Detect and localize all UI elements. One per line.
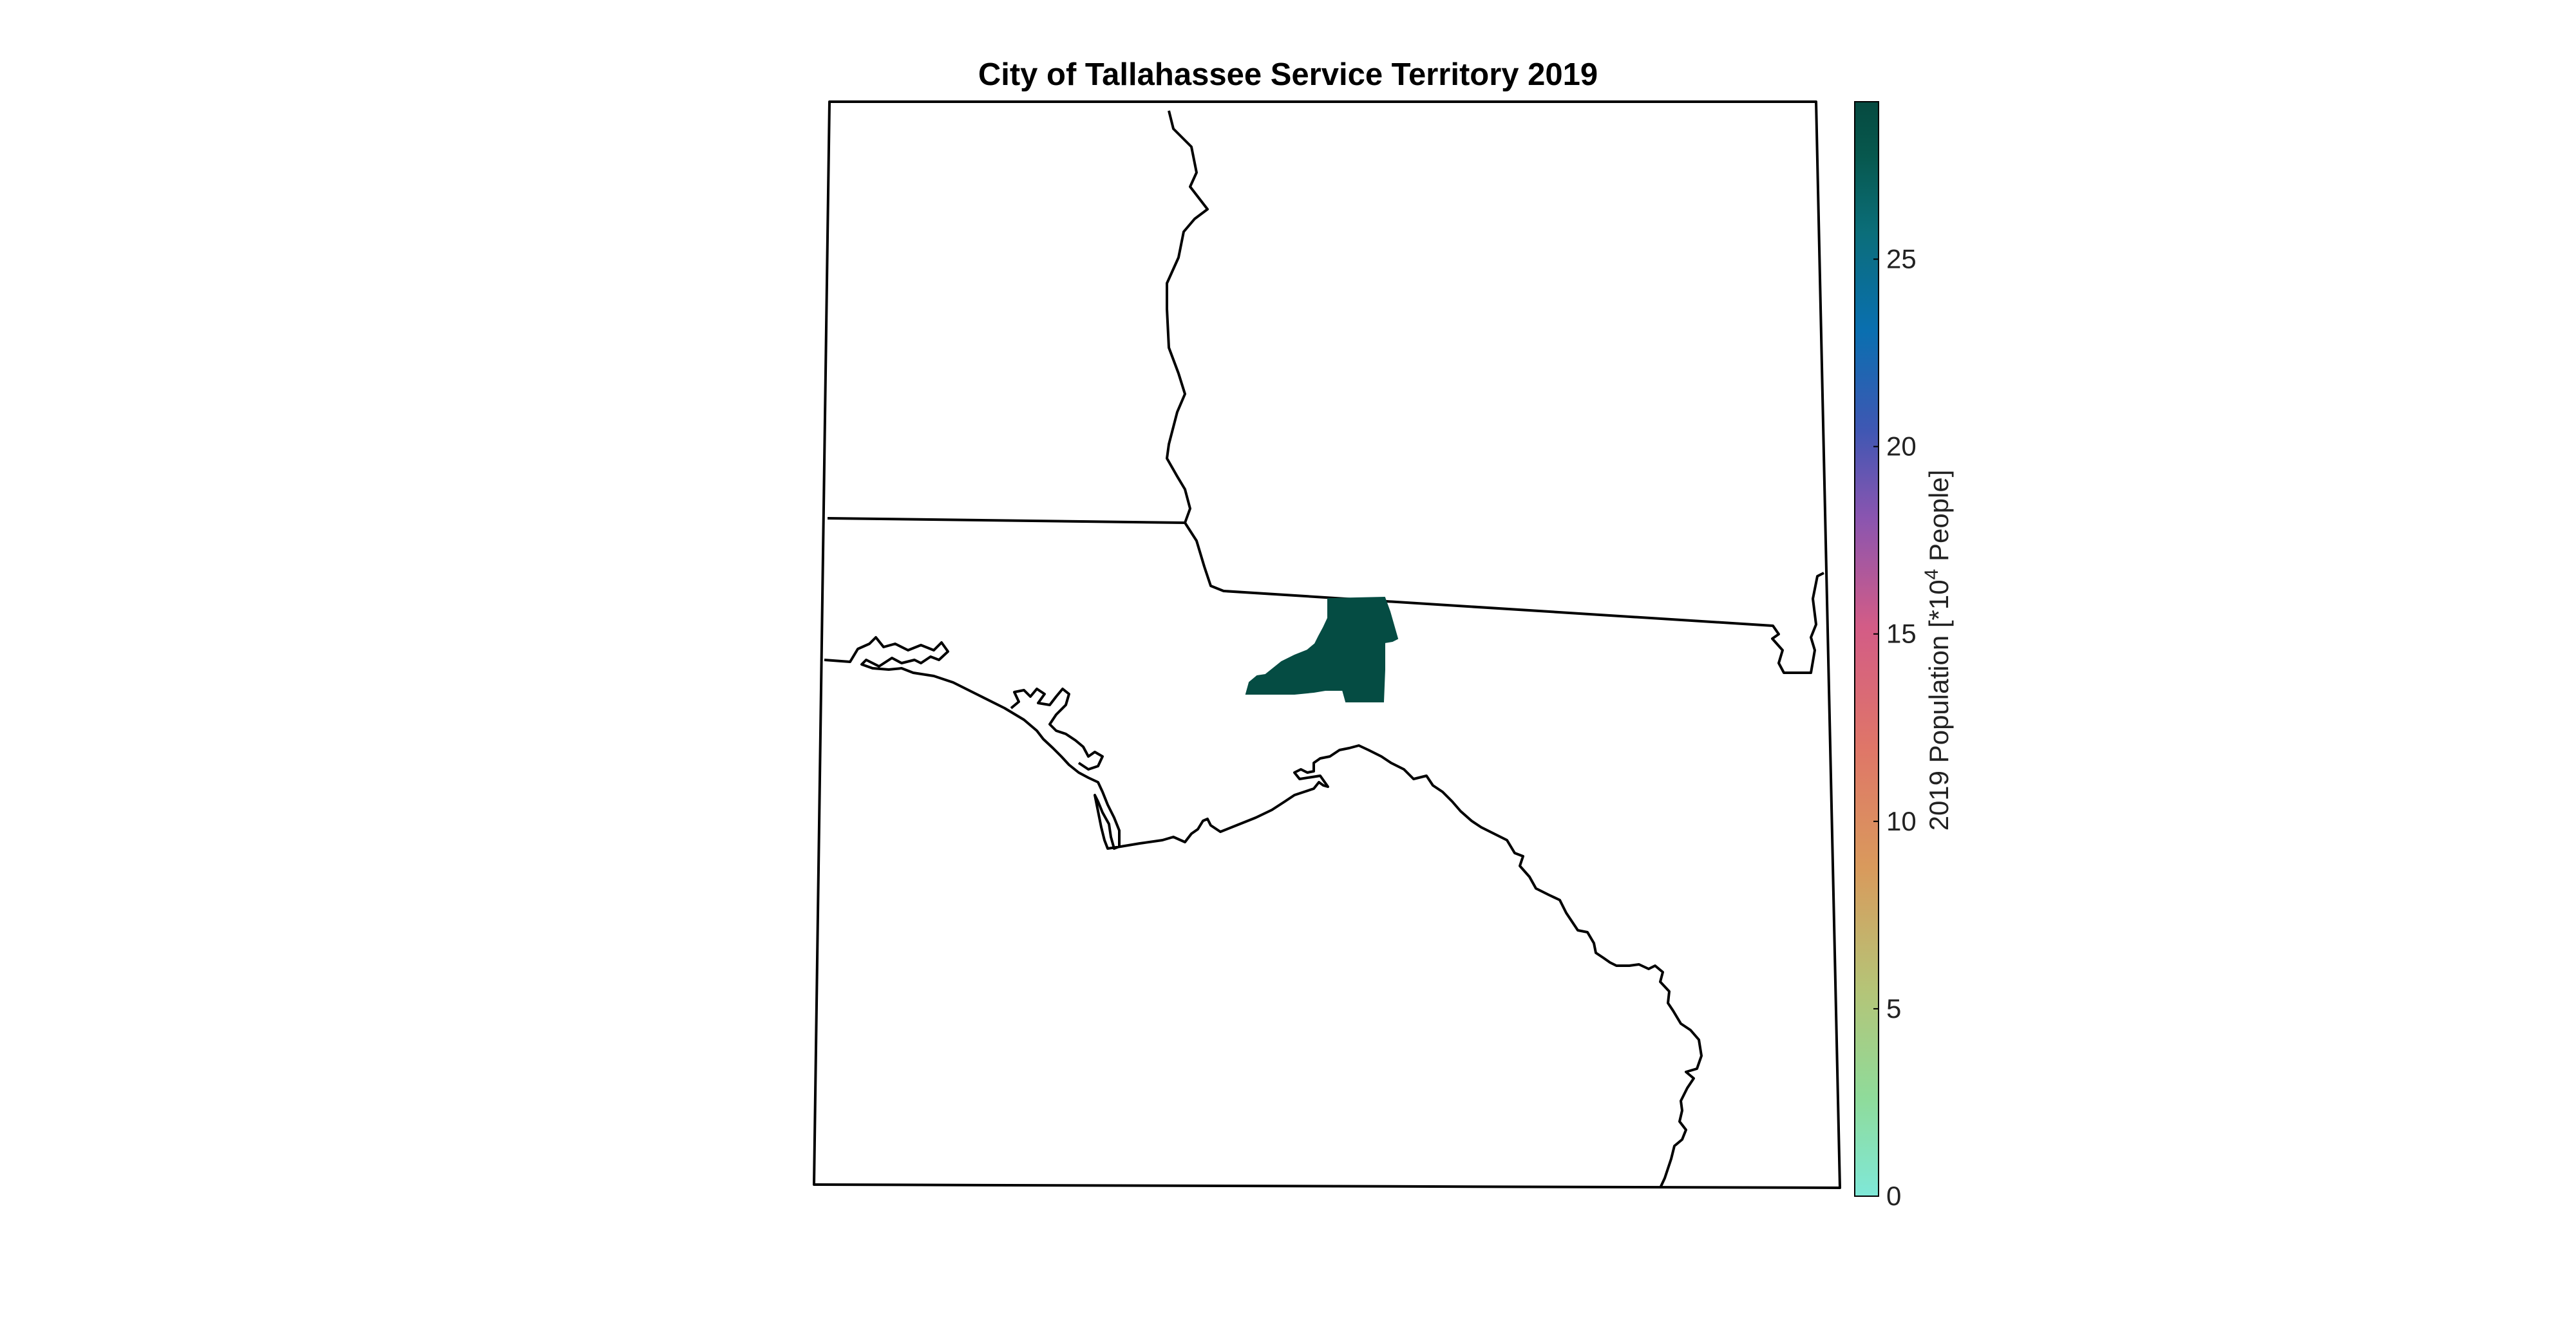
map-title: City of Tallahassee Service Territory 20… xyxy=(978,57,1598,92)
colorbar-tick-label: 20 xyxy=(1886,431,1917,462)
colorbar-ticks: 0 5 10 15 20 25 xyxy=(1873,244,1917,1211)
colorbar-tick-label: 10 xyxy=(1886,806,1917,836)
service-territory-region xyxy=(1245,596,1399,702)
colorbar-axis-label: 2019 Population [*104 People] xyxy=(1921,470,1955,831)
river-border-line xyxy=(1166,110,1209,523)
bay-inlet-detail xyxy=(1010,688,1104,771)
gulf-coastline xyxy=(824,636,1703,1188)
colorbar-tick-label: 5 xyxy=(1886,993,1901,1024)
state-border-line xyxy=(827,517,1824,674)
colorbar-tick-label: 0 xyxy=(1886,1181,1901,1211)
colorbar xyxy=(1854,101,1879,1197)
colorbar-tick-label: 15 xyxy=(1886,619,1917,649)
colorbar-tick-label: 25 xyxy=(1886,244,1917,274)
map-frame xyxy=(813,100,1841,1189)
